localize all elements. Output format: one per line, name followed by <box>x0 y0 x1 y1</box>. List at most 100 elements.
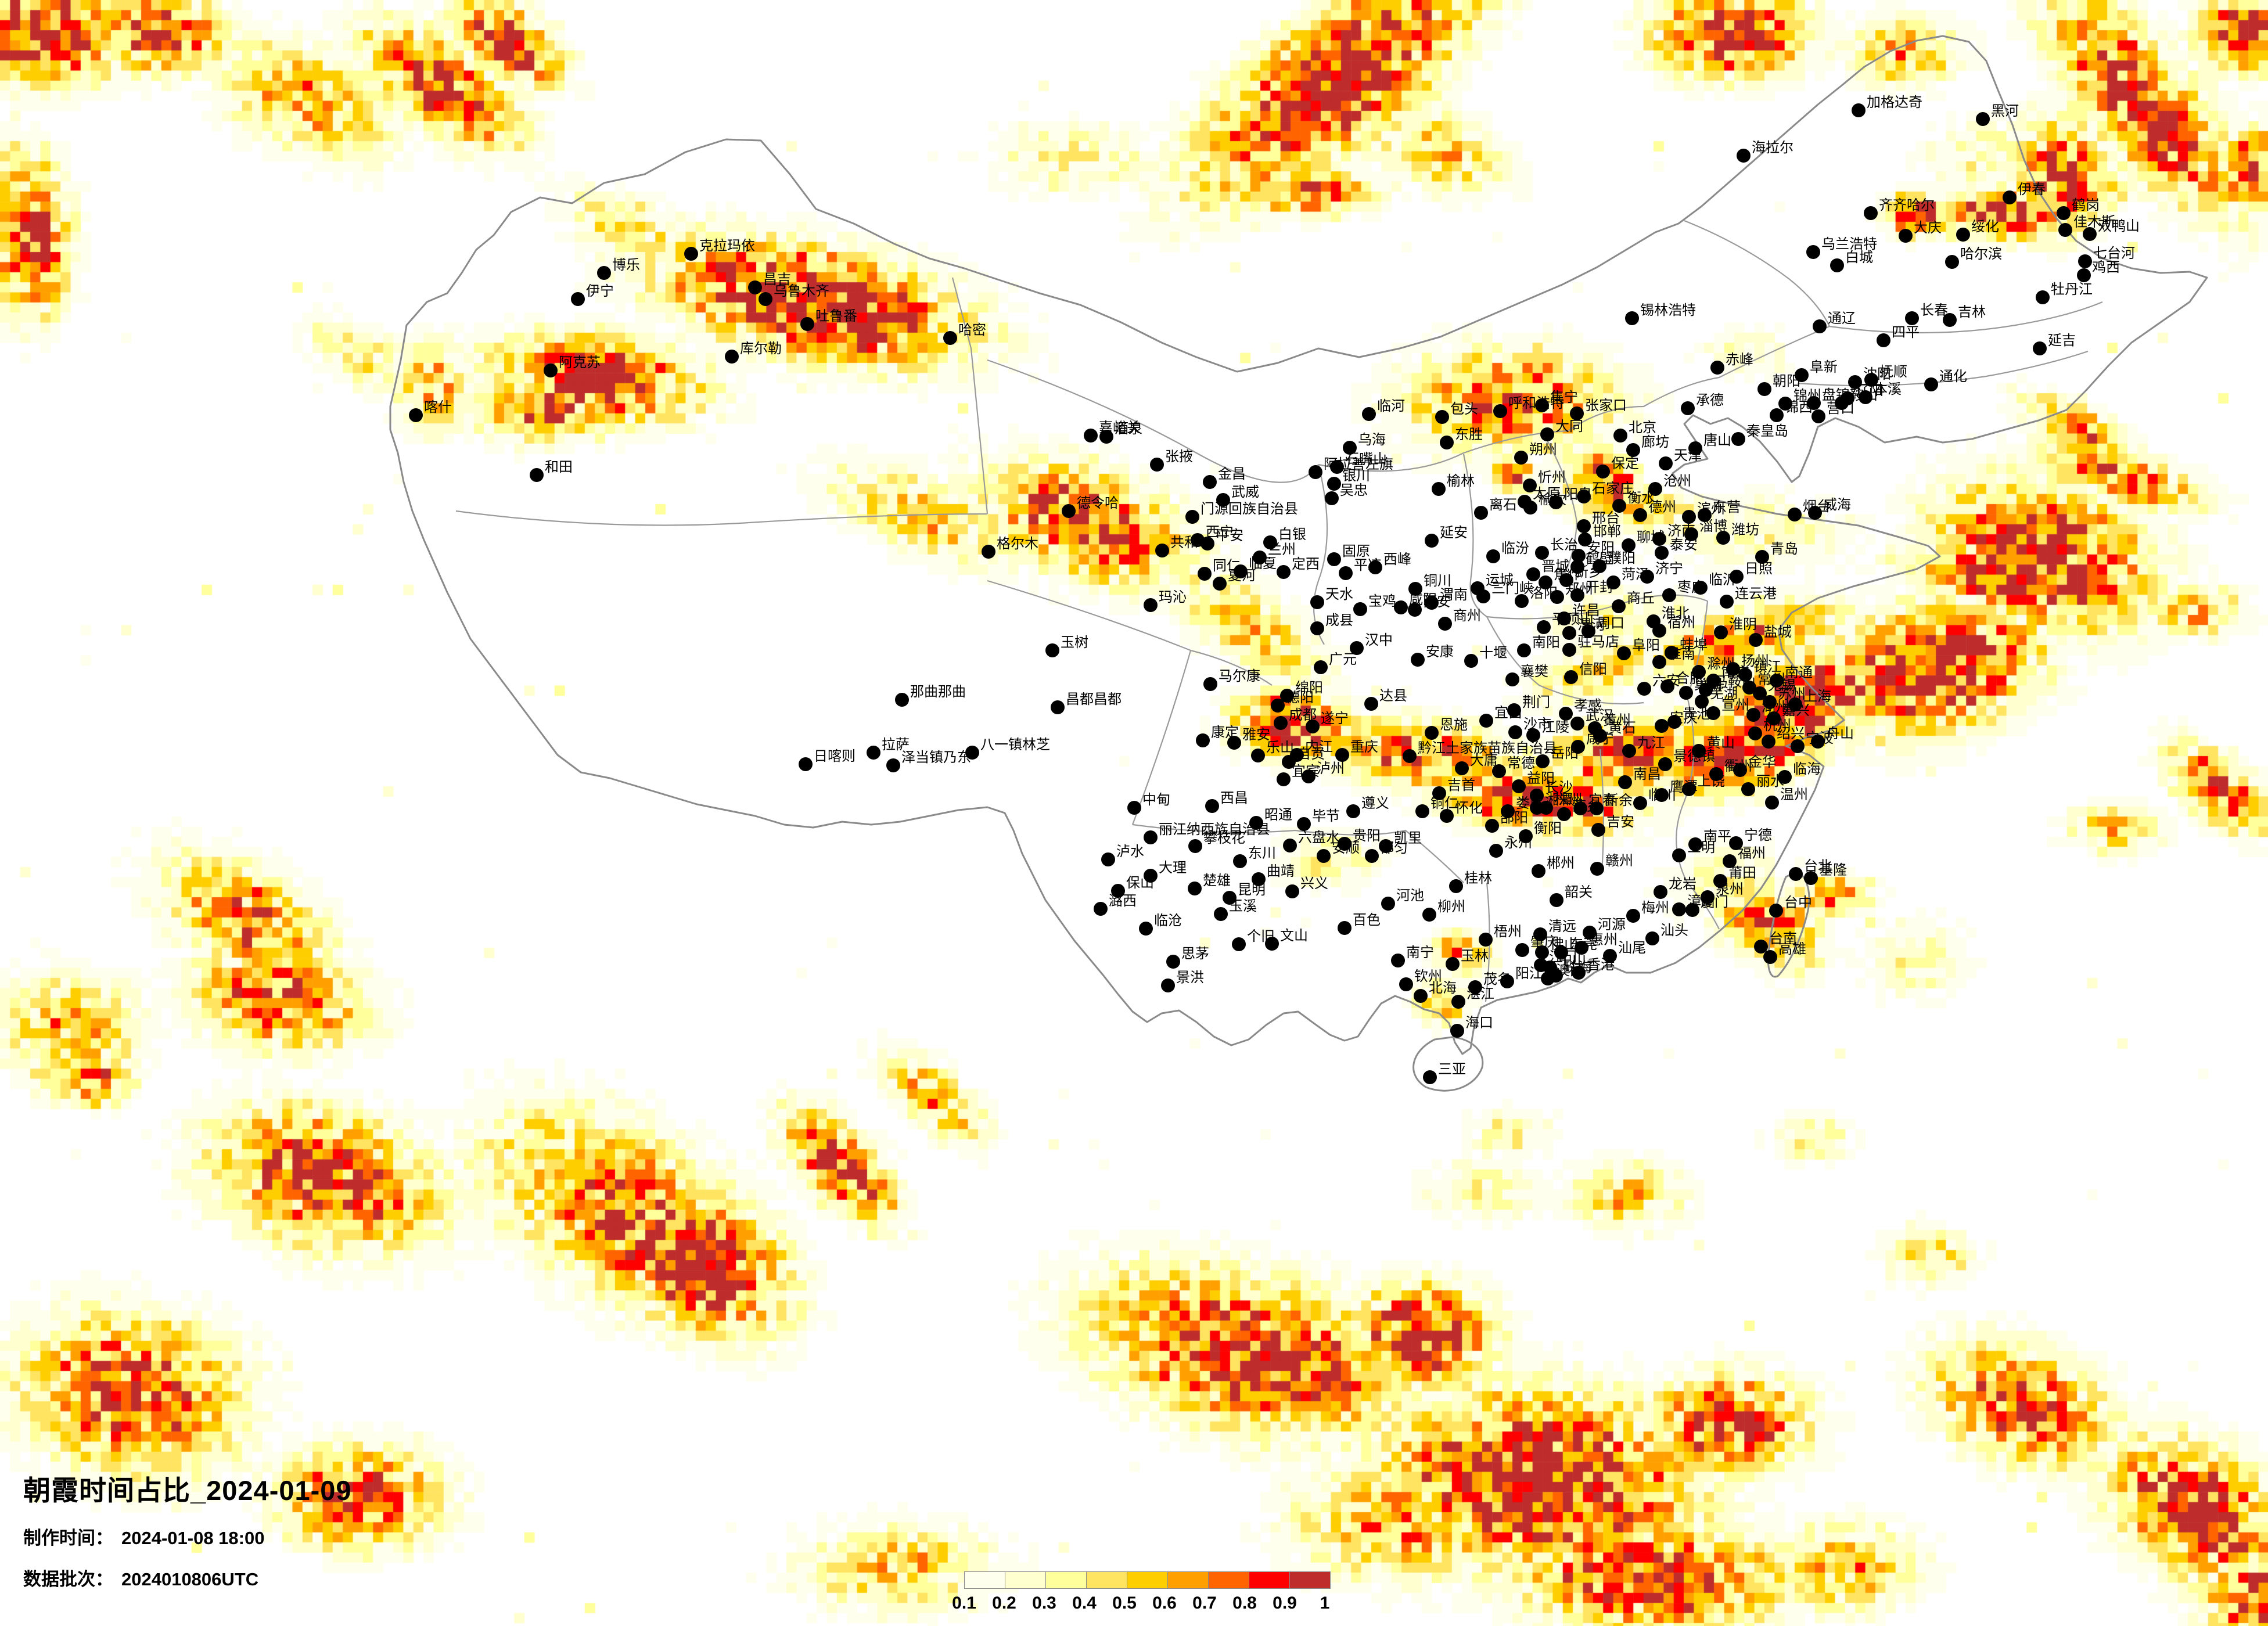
city-label: 平安 <box>1216 528 1243 544</box>
city-dot <box>1588 721 1602 735</box>
city-label: 通化 <box>1939 369 1967 384</box>
city-label: 思茅 <box>1181 946 1209 962</box>
city-dot <box>2083 227 2097 241</box>
city-dot <box>1438 617 1452 631</box>
city-label: 抚顺 <box>1879 364 1907 380</box>
city-dot <box>1714 625 1728 639</box>
city-label: 襄樊 <box>1521 664 1548 679</box>
city-dot <box>1730 570 1744 584</box>
city-label: 南宁 <box>1406 945 1434 961</box>
city-dot <box>530 468 544 482</box>
city-dot <box>1976 112 1990 126</box>
city-dot <box>1422 908 1436 922</box>
city-dot <box>1562 626 1576 640</box>
city-dot <box>2033 341 2047 355</box>
city-label: 加格达奇 <box>1867 95 1922 110</box>
city-label: 景洪 <box>1176 970 1204 985</box>
city-dot <box>1804 871 1818 885</box>
city-label: 泸州 <box>1317 761 1345 776</box>
city-label: 海拉尔 <box>1752 140 1793 156</box>
city-label: 临海 <box>1793 761 1821 777</box>
city-label: 新乡 <box>1575 564 1602 580</box>
city-label: 潍坊 <box>1731 522 1759 538</box>
city-label: 遂宁 <box>1321 711 1349 726</box>
city-label: 青岛 <box>1770 541 1798 557</box>
city-dot <box>1277 565 1291 579</box>
city-dot <box>1753 686 1767 700</box>
city-dot <box>1233 854 1247 868</box>
city-dot <box>1830 258 1844 272</box>
city-label: 湛江 <box>1467 986 1494 1002</box>
batch-line: 数据批次： 2024010806UTC <box>23 1564 352 1591</box>
legend-tick: 0.8 <box>1232 1593 1257 1613</box>
city-dot <box>1633 796 1647 810</box>
city-dot <box>1769 904 1783 918</box>
city-dot <box>1425 596 1439 610</box>
city-dot <box>1139 922 1153 936</box>
legend-swatch <box>964 1571 1005 1589</box>
city-dot <box>1570 717 1584 731</box>
city-dot <box>1196 733 1210 747</box>
city-dot <box>1474 506 1488 520</box>
city-dot <box>1945 255 1959 269</box>
city-label: 阳江 <box>1515 966 1543 981</box>
city-dot <box>1440 809 1454 823</box>
city-dot <box>1733 763 1747 777</box>
city-label: 宝鸡 <box>1368 593 1396 609</box>
city-label: 三门峡 <box>1491 581 1533 596</box>
city-dot <box>1526 567 1540 581</box>
city-dot <box>1161 979 1175 992</box>
city-label: 蚌埠 <box>1680 637 1708 653</box>
city-label: 长治 <box>1550 537 1578 553</box>
city-dot <box>1507 703 1521 717</box>
city-label: 上饶 <box>1697 774 1725 789</box>
city-label: 东莞 <box>1569 937 1597 952</box>
city-label: 茂名 <box>1483 972 1511 987</box>
city-label: 牡丹江 <box>2051 282 2093 297</box>
city-label: 基隆 <box>1819 862 1847 878</box>
city-label: 南京 <box>1721 665 1749 681</box>
city-label: 内江 <box>1305 739 1333 755</box>
city-label: 河池 <box>1396 888 1424 904</box>
city-label: 南阳 <box>1532 635 1560 650</box>
city-dot <box>1432 786 1446 800</box>
city-label: 泽当镇乃东 <box>901 750 971 765</box>
city-dot <box>1710 361 1724 375</box>
city-label: 岳阳 <box>1551 746 1579 761</box>
city-dot <box>1612 499 1626 513</box>
city-label: 白银 <box>1278 527 1306 542</box>
city-dot <box>1637 682 1651 696</box>
city-label: 昌都昌都 <box>1066 692 1122 707</box>
city-label: 合肥 <box>1676 671 1703 686</box>
city-dot <box>1665 646 1678 660</box>
city-label: 德州 <box>1648 499 1676 515</box>
city-label: 武威 <box>1231 484 1259 500</box>
city-label: 阳泉 <box>1564 487 1592 502</box>
city-dot <box>1394 600 1408 614</box>
city-dot <box>1455 761 1469 775</box>
city-dot <box>1185 510 1199 524</box>
city-dot <box>1330 460 1344 474</box>
city-label: 马鞍山 <box>1714 674 1756 690</box>
city-label: 娄底 <box>1516 796 1544 811</box>
city-dot <box>1099 430 1113 444</box>
city-dot <box>1446 957 1460 971</box>
city-dot <box>1573 801 1587 815</box>
city-dot <box>1530 789 1544 803</box>
city-label: 韶关 <box>1565 884 1593 900</box>
city-dot <box>1517 643 1531 657</box>
city-dot <box>1723 854 1737 868</box>
city-dot <box>1684 527 1698 541</box>
legend-swatch <box>1249 1571 1290 1589</box>
city-label: 八一镇林芝 <box>980 737 1050 753</box>
city-dot <box>1593 559 1606 573</box>
city-dot <box>1763 695 1777 709</box>
legend-swatch <box>1005 1571 1046 1589</box>
city-label: 清远 <box>1548 919 1576 934</box>
city-dot <box>1582 624 1595 638</box>
city-label: 曲靖 <box>1267 864 1295 879</box>
city-dot <box>1701 890 1715 904</box>
city-dot <box>1654 885 1667 899</box>
city-label: 重庆 <box>1350 739 1378 755</box>
city-dot <box>2003 190 2017 204</box>
